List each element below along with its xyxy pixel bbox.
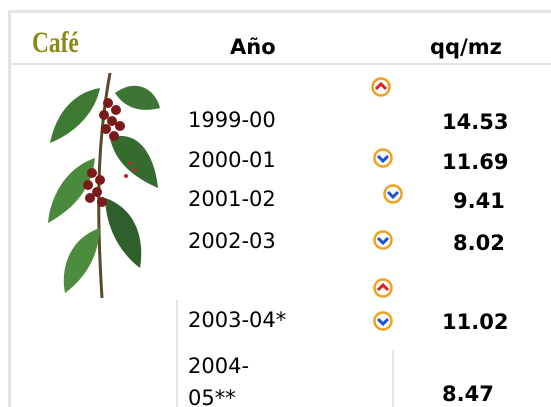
value-cell: 9.41 — [453, 189, 505, 213]
page: Café Año qq/mz 1999-00 14.53 2000-01 11.69 2… — [0, 0, 551, 407]
down-arrow-icon — [373, 311, 393, 331]
column-header: qq/mz — [430, 35, 502, 59]
value-cell: 8.47 — [442, 382, 494, 406]
year-cell: 2002-03 — [188, 229, 276, 253]
year-cell: 2004-05** — [188, 350, 258, 407]
coffee-plant — [40, 68, 170, 303]
up-arrow-icon — [373, 278, 393, 298]
col-rule — [176, 300, 178, 407]
col-rule — [392, 350, 394, 407]
down-arrow-icon — [373, 230, 393, 250]
value-cell: 14.53 — [442, 110, 508, 134]
title: Café — [32, 26, 79, 60]
year-cell: 1999-00 — [188, 108, 276, 132]
value-cell: 8.02 — [453, 231, 505, 255]
year-cell: 2003-04* — [188, 308, 286, 332]
year-cell: 2001-02 — [188, 187, 276, 211]
header-rule — [8, 63, 551, 65]
up-arrow-icon — [371, 77, 391, 97]
down-arrow-icon — [373, 148, 393, 168]
border-left — [8, 10, 11, 407]
value-cell: 11.69 — [442, 150, 508, 174]
column-header: Año — [230, 35, 276, 59]
value-cell: 11.02 — [442, 310, 508, 334]
border-top — [8, 10, 551, 13]
year-cell: 2000-01 — [188, 148, 276, 172]
down-arrow-icon — [383, 184, 403, 204]
